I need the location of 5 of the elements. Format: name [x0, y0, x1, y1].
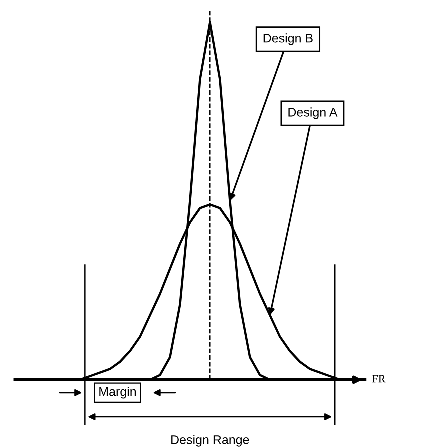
text: Design A: [288, 108, 338, 120]
x-axis-title: FR: [372, 375, 386, 383]
text: Design B: [264, 34, 313, 46]
text: Margin: [100, 387, 136, 399]
text: Design Range: [172, 435, 250, 447]
